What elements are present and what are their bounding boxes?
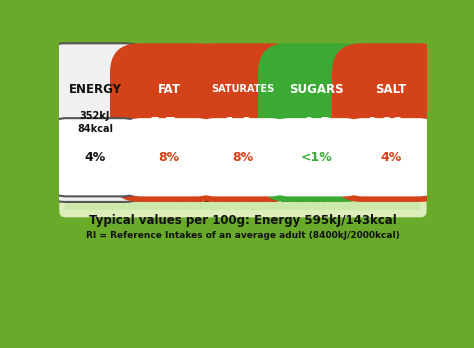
Text: % of the Reference Intakes: % of the Reference Intakes <box>158 194 328 204</box>
Text: 0.22g: 0.22g <box>367 117 415 133</box>
Text: Serves 6. Per average egg (boiled): Serves 6. Per average egg (boiled) <box>112 52 374 65</box>
Text: 4%: 4% <box>380 151 401 164</box>
FancyBboxPatch shape <box>193 118 293 196</box>
Text: RI = Reference Intakes of an average adult (8400kJ/2000kcal): RI = Reference Intakes of an average adu… <box>86 231 400 240</box>
Text: 352kJ
84kcal: 352kJ 84kcal <box>77 111 113 134</box>
Text: 5.7g: 5.7g <box>150 117 188 133</box>
FancyBboxPatch shape <box>59 63 427 217</box>
FancyBboxPatch shape <box>258 43 376 202</box>
Text: SUGARS: SUGARS <box>290 83 344 96</box>
FancyBboxPatch shape <box>332 43 450 202</box>
FancyBboxPatch shape <box>341 118 441 196</box>
FancyBboxPatch shape <box>184 43 302 202</box>
Text: 1.6g: 1.6g <box>224 117 262 133</box>
Text: <1%: <1% <box>301 151 333 164</box>
Text: <0.5g: <0.5g <box>292 117 342 133</box>
Text: ENERGY: ENERGY <box>68 83 121 96</box>
Text: Typical values per 100g: Energy 595kJ/143kcal: Typical values per 100g: Energy 595kJ/14… <box>89 214 397 227</box>
FancyBboxPatch shape <box>65 187 420 209</box>
Text: FAT: FAT <box>157 83 181 96</box>
FancyBboxPatch shape <box>45 118 145 196</box>
Text: 8%: 8% <box>158 151 180 164</box>
FancyBboxPatch shape <box>110 43 228 202</box>
Text: SATURATES: SATURATES <box>211 85 274 95</box>
FancyBboxPatch shape <box>118 118 219 196</box>
FancyBboxPatch shape <box>36 43 154 202</box>
Text: SALT: SALT <box>375 83 407 96</box>
Text: 4%: 4% <box>84 151 106 164</box>
FancyBboxPatch shape <box>267 118 367 196</box>
Text: 8%: 8% <box>232 151 254 164</box>
